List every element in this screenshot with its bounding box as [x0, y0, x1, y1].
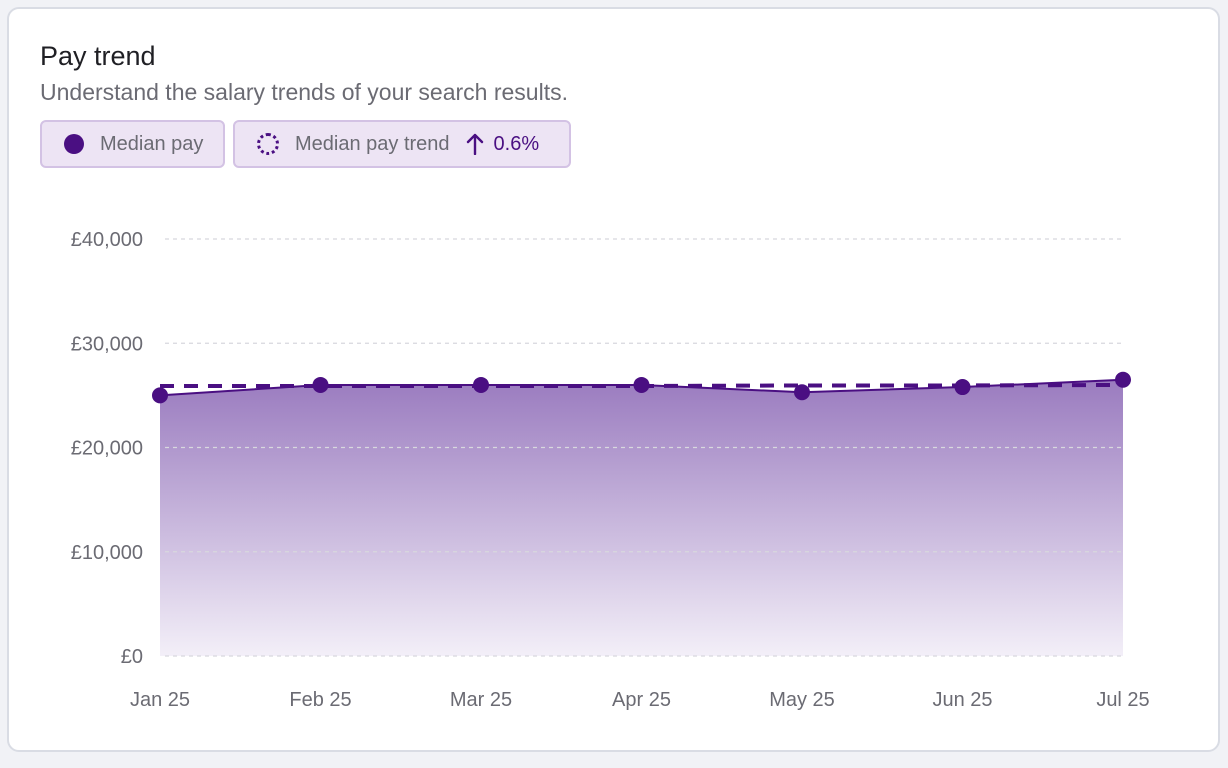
legend-trend-label: Median pay trend	[295, 132, 450, 155]
y-tick-label: £30,000	[71, 333, 143, 355]
median-pay-area	[160, 379, 1123, 656]
dotted-circle-icon	[257, 133, 279, 155]
median-pay-point	[1115, 371, 1131, 388]
x-tick-label: Jun 25	[932, 689, 992, 711]
legend-median-pay[interactable]: Median pay	[40, 120, 225, 168]
median-pay-point	[633, 376, 650, 393]
solid-dot-icon	[64, 134, 84, 154]
trend-change-value: 0.6%	[493, 132, 540, 155]
median-pay-point	[794, 384, 810, 401]
card-title: Pay trend	[40, 41, 156, 71]
x-tick-label: May 25	[769, 689, 835, 711]
x-tick-label: Mar 25	[450, 689, 512, 711]
card-subtitle: Understand the salary trends of your sea…	[40, 79, 568, 105]
x-tick-label: Jan 25	[130, 689, 190, 711]
x-tick-label: Feb 25	[289, 689, 351, 711]
y-tick-label: £10,000	[71, 542, 143, 564]
y-tick-label: £0	[121, 646, 143, 668]
arrow-up-icon	[466, 133, 483, 155]
legend-median-pay-trend[interactable]: Median pay trend 0.6%	[233, 120, 571, 168]
y-tick-label: £40,000	[71, 229, 143, 251]
legend-median-label: Median pay	[100, 132, 204, 155]
median-pay-point	[473, 376, 489, 393]
x-tick-label: Apr 25	[612, 689, 671, 711]
median-pay-point	[152, 387, 168, 404]
median-pay-point	[954, 379, 971, 396]
x-tick-label: Jul 25	[1096, 689, 1149, 711]
y-tick-label: £20,000	[71, 438, 143, 460]
median-pay-point	[312, 376, 329, 393]
